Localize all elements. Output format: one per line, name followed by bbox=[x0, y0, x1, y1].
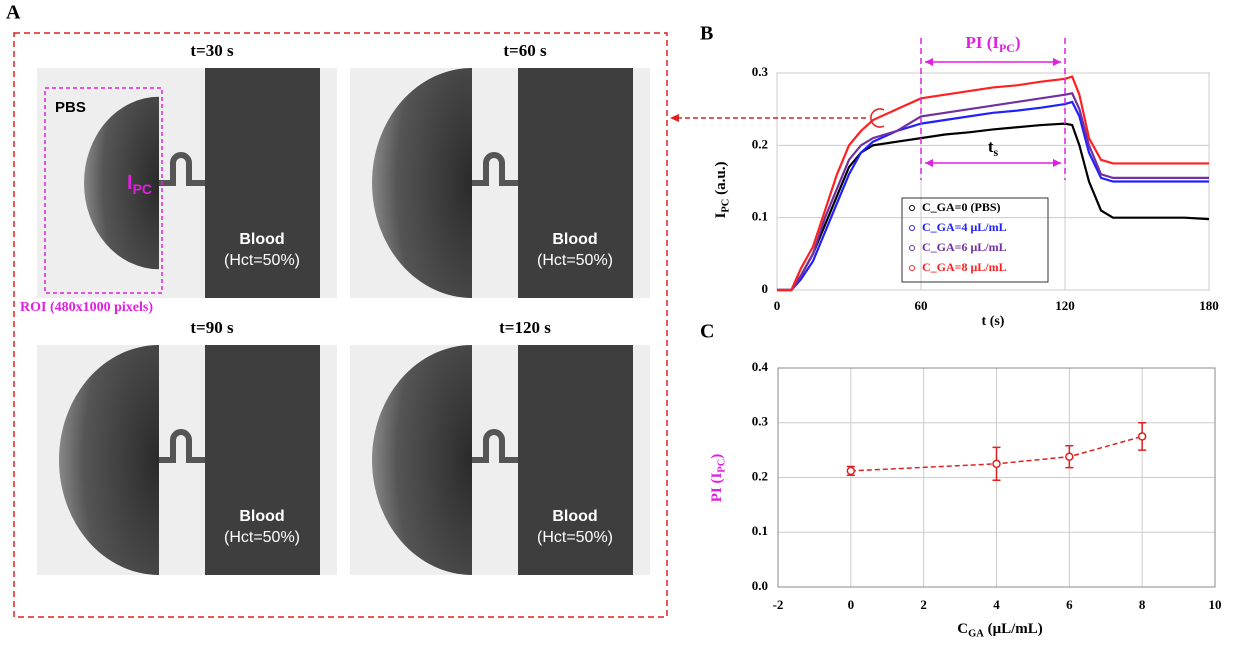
x-tick-label: 0 bbox=[848, 597, 855, 612]
x-axis-label-part: (μL/mL) bbox=[984, 621, 1043, 637]
arrow-head bbox=[670, 114, 679, 122]
point bbox=[993, 460, 1000, 467]
pbs-label: PBS bbox=[55, 99, 86, 116]
legend-label: C_GA=6 μL/mL bbox=[922, 240, 1007, 254]
y-tick-label: 0.2 bbox=[752, 136, 768, 151]
legend-label: C_GA=8 μL/mL bbox=[922, 260, 1007, 274]
legend-marker bbox=[910, 206, 915, 211]
x-tick-label: 6 bbox=[1066, 597, 1073, 612]
legend-label: C_GA=4 μL/mL bbox=[922, 220, 1007, 234]
frame-title: t=90 s bbox=[190, 318, 234, 337]
x-tick-label: 4 bbox=[993, 597, 1000, 612]
ipc-label-part: PC bbox=[133, 181, 152, 197]
y-tick-label: 0 bbox=[762, 281, 769, 296]
panel-b: B 0 0.1 0.2 0.3 0 60 120 180 t (s) IPC (a.u.) C_GA=… bbox=[670, 23, 1219, 330]
pi-annotation: PI (IPC) bbox=[965, 33, 1020, 55]
blood-label: Blood bbox=[552, 508, 597, 525]
legend-marker bbox=[910, 246, 915, 251]
y-tick-label: 0.0 bbox=[752, 578, 768, 593]
y-axis-label-part: PI (I bbox=[709, 473, 725, 503]
pi-annotation-part: ) bbox=[1015, 33, 1021, 52]
y-tick-label: 0.2 bbox=[752, 468, 768, 483]
y-tick-label: 0.3 bbox=[752, 64, 769, 79]
pi-annotation-part: PC bbox=[999, 41, 1015, 55]
x-tick-label: 0 bbox=[774, 298, 781, 313]
roi-label: ROI (480x1000 pixels) bbox=[20, 300, 153, 315]
x-axis-label-part: GA bbox=[968, 629, 984, 640]
y-axis-label-part: ) bbox=[709, 454, 725, 459]
panel-label: C bbox=[700, 321, 714, 343]
legend-marker bbox=[910, 266, 915, 271]
hct-label: (Hct=50%) bbox=[224, 252, 300, 269]
hct-label: (Hct=50%) bbox=[537, 252, 613, 269]
x-tick-label: 60 bbox=[915, 298, 928, 313]
y-axis-label-part: (a.u.) bbox=[713, 162, 729, 199]
ts-annotation-part: s bbox=[994, 145, 999, 159]
blood-label: Blood bbox=[239, 231, 284, 248]
frame-title: t=30 s bbox=[190, 41, 234, 60]
x-tick-label: 180 bbox=[1199, 298, 1219, 313]
frame-title: t=60 s bbox=[503, 41, 547, 60]
panel-label: B bbox=[700, 23, 713, 45]
x-tick-label: 2 bbox=[920, 597, 927, 612]
y-tick-label: 0.3 bbox=[752, 414, 769, 429]
figure: A t=30 s Blood (Hct=50%) t=60 s Blood (Hct=50… bbox=[0, 0, 1234, 647]
point bbox=[1139, 433, 1146, 440]
hct-label: (Hct=50%) bbox=[537, 529, 613, 546]
legend-marker bbox=[910, 226, 915, 231]
legend-label: C_GA=0 (PBS) bbox=[922, 200, 1001, 214]
y-tick-label: 0.1 bbox=[752, 523, 768, 538]
point bbox=[1066, 453, 1073, 460]
x-axis-label-part: C bbox=[957, 621, 968, 637]
y-axis-label-part: PC bbox=[717, 459, 728, 473]
pi-annotation-part: PI (I bbox=[965, 33, 999, 52]
point bbox=[847, 467, 854, 474]
ts-annotation: ts bbox=[988, 137, 999, 159]
y-tick-label: 0.4 bbox=[752, 359, 769, 374]
x-axis-label: t (s) bbox=[982, 314, 1005, 329]
x-tick-label: 8 bbox=[1139, 597, 1146, 612]
x-tick-label: 10 bbox=[1209, 597, 1222, 612]
x-tick-label: 120 bbox=[1055, 298, 1075, 313]
y-axis-label: IPC (a.u.) bbox=[713, 162, 731, 219]
x-axis-label: CGA (μL/mL) bbox=[957, 621, 1043, 639]
panel-label: A bbox=[6, 2, 21, 24]
blood-label: Blood bbox=[239, 508, 284, 525]
y-axis-label-part: PC bbox=[721, 199, 732, 213]
frame-title: t=120 s bbox=[499, 318, 551, 337]
blood-label: Blood bbox=[552, 231, 597, 248]
panel-a: t=30 s Blood (Hct=50%) t=60 s Blood (Hct=50%)… bbox=[20, 41, 650, 575]
x-tick-label: -2 bbox=[773, 597, 784, 612]
hct-label: (Hct=50%) bbox=[224, 529, 300, 546]
y-tick-label: 0.1 bbox=[752, 209, 768, 224]
y-axis-label: PI (IPC) bbox=[709, 454, 727, 503]
